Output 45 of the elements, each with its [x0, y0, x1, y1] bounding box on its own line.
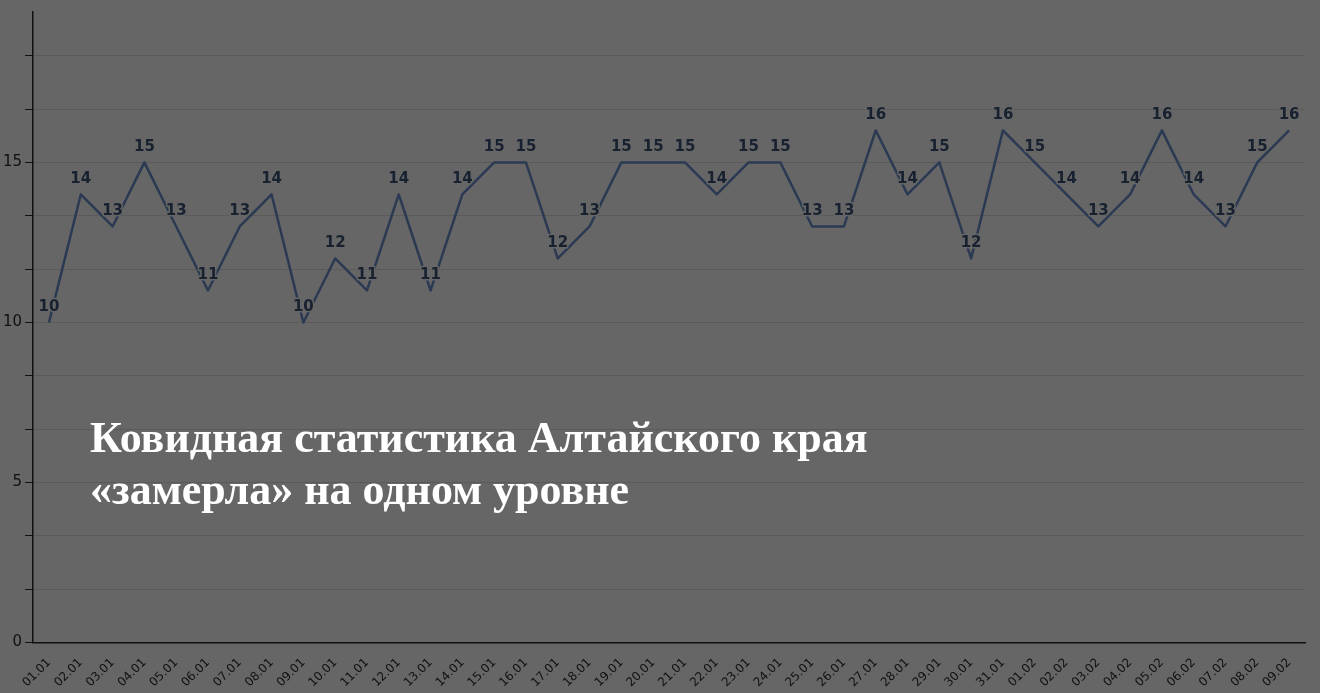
y-tick-label: 5: [12, 472, 23, 491]
data-label: 12: [324, 232, 346, 251]
data-label: 15: [515, 136, 537, 155]
data-label: 13: [1087, 200, 1109, 219]
data-label: 15: [769, 136, 791, 155]
y-tick-label: 10: [2, 312, 23, 331]
data-label: 15: [642, 136, 664, 155]
data-label: 15: [610, 136, 632, 155]
data-label: 14: [451, 168, 473, 187]
data-label: 15: [1024, 136, 1046, 155]
y-tick-label: 15: [2, 152, 23, 171]
data-label: 13: [833, 200, 855, 219]
data-label: 14: [261, 168, 283, 187]
y-tick-label: 0: [12, 632, 23, 651]
data-label: 11: [420, 264, 441, 283]
data-label: 13: [801, 200, 823, 219]
data-label: 15: [738, 136, 759, 155]
data-label: 10: [292, 296, 314, 315]
data-label: 14: [1183, 168, 1205, 187]
data-label: 13: [229, 200, 251, 219]
data-label: 14: [388, 168, 410, 187]
data-label: 16: [1278, 104, 1300, 123]
data-label: 16: [865, 104, 887, 123]
data-label: 15: [483, 136, 505, 155]
data-label: 13: [1215, 200, 1236, 219]
data-label: 11: [356, 264, 378, 283]
data-label: 13: [102, 200, 124, 219]
data-label: 10: [38, 296, 60, 315]
data-label: 11: [197, 264, 219, 283]
data-label: 14: [897, 168, 918, 187]
data-label: 14: [1056, 168, 1077, 187]
data-label: 12: [960, 232, 982, 251]
data-label: 15: [133, 136, 155, 155]
data-label: 12: [547, 232, 569, 251]
data-label: 14: [70, 168, 92, 187]
data-label: 13: [579, 200, 600, 219]
data-label: 15: [1246, 136, 1268, 155]
data-label: 14: [706, 168, 728, 187]
data-label: 15: [674, 136, 696, 155]
data-label: 16: [1151, 104, 1173, 123]
data-label: 13: [165, 200, 187, 219]
data-label: 14: [1119, 168, 1141, 187]
data-label: 16: [992, 104, 1014, 123]
data-label: 15: [928, 136, 950, 155]
text: Ковидная статистика Алтайского края «замерла» на одном уровне: [90, 412, 869, 516]
